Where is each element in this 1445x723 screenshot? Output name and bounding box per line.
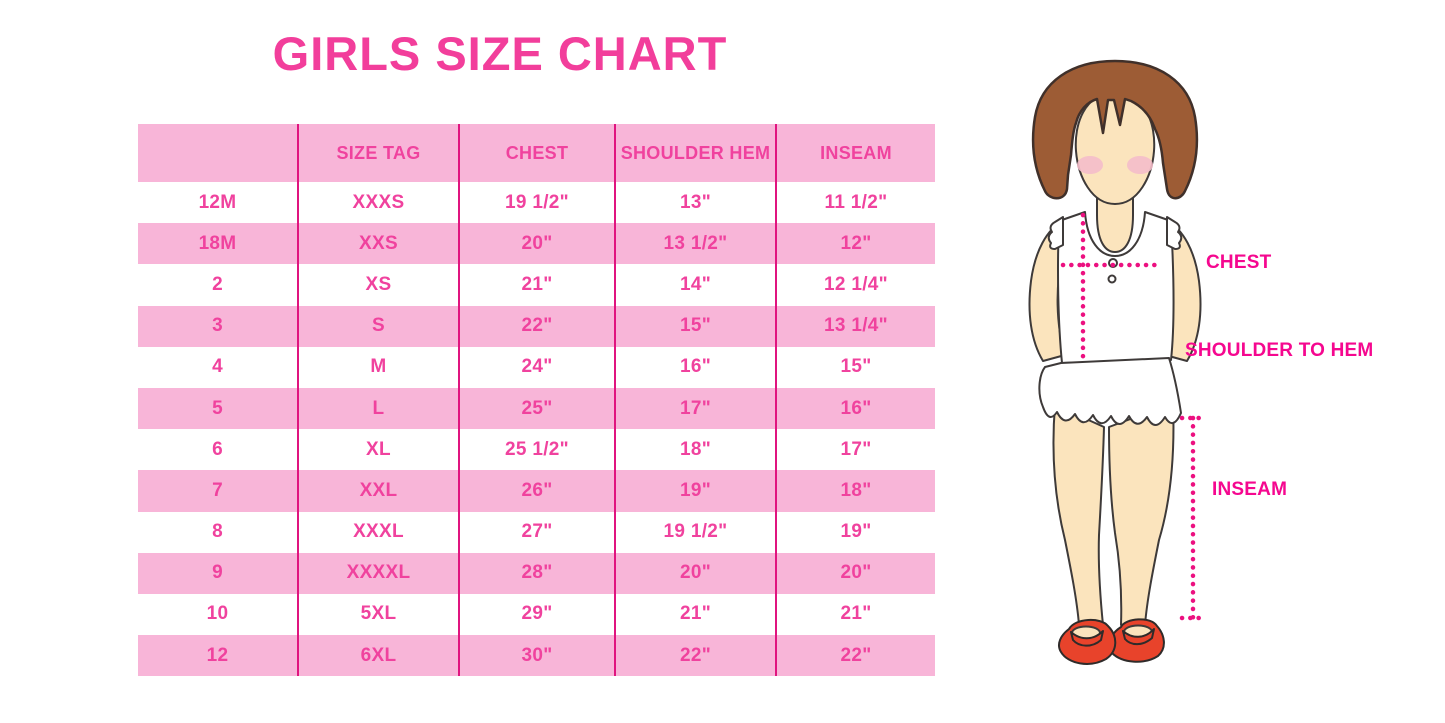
table-cell: 2 xyxy=(138,264,297,306)
table-cell: 22" xyxy=(775,635,935,677)
table-cell: 13 1/2" xyxy=(614,223,775,265)
table-cell: XXS xyxy=(297,223,458,265)
table-cell: 22" xyxy=(614,635,775,677)
face xyxy=(1074,92,1156,205)
header-cell: INSEAM xyxy=(775,124,935,182)
table-cell: 25 1/2" xyxy=(458,429,614,471)
header-cell: SHOULDER HEM xyxy=(614,124,775,182)
table-cell: XXL xyxy=(297,470,458,512)
table-cell: XXXS xyxy=(297,182,458,224)
left-shoe-strap xyxy=(1070,630,1104,647)
right-leg xyxy=(1108,402,1175,626)
table-cell: 14" xyxy=(614,264,775,306)
table-cell: 28" xyxy=(458,552,614,594)
table-cell: 15" xyxy=(614,305,775,347)
table-cell: 8 xyxy=(138,511,297,553)
table-cell: XL xyxy=(297,429,458,471)
table-cell: 7 xyxy=(138,470,297,512)
table-cell: 9 xyxy=(138,552,297,594)
table-cell: 22" xyxy=(458,305,614,347)
table-cell: 20" xyxy=(775,552,935,594)
table-cell: 27" xyxy=(458,511,614,553)
girl-illustration xyxy=(1028,59,1207,665)
table-cell: 18" xyxy=(614,429,775,471)
table-cell: 5XL xyxy=(297,593,458,636)
table-cell: 6XL xyxy=(297,635,458,677)
table-cell: 12 1/4" xyxy=(775,264,935,306)
table-cell: 16" xyxy=(614,346,775,388)
table-cell: 20" xyxy=(614,552,775,594)
table-cell: 21" xyxy=(614,593,775,636)
table-cell: 13" xyxy=(614,182,775,224)
table-cell: 10 xyxy=(138,593,297,636)
skirt xyxy=(1038,357,1182,426)
table-cell: 16" xyxy=(775,387,935,430)
table-cell: 18M xyxy=(138,223,297,265)
table-cell: L xyxy=(297,387,458,430)
table-cell: 6 xyxy=(138,429,297,471)
table-cell: 26" xyxy=(458,470,614,512)
table-cell: XXXL xyxy=(297,511,458,553)
table-cell: 19" xyxy=(775,511,935,553)
table-cell: 12" xyxy=(775,223,935,265)
chest-label: CHEST xyxy=(1206,252,1272,273)
table-cell: 17" xyxy=(614,387,775,430)
table-cell: 13 1/4" xyxy=(775,305,935,347)
right-shoe-strap xyxy=(1122,628,1155,646)
shoulder-to-hem-label: SHOULDER TO HEM xyxy=(1185,340,1374,361)
table-cell: 12 xyxy=(138,635,297,677)
table-cell: 11 1/2" xyxy=(775,182,935,224)
table-cell: 12M xyxy=(138,182,297,224)
table-cell: 15" xyxy=(775,346,935,388)
right-ruffle xyxy=(1166,216,1183,250)
table-cell: 21" xyxy=(775,593,935,636)
header-cell: CHEST xyxy=(458,124,614,182)
table-cell: 25" xyxy=(458,387,614,430)
left-ruffle xyxy=(1047,216,1064,250)
table-cell: 30" xyxy=(458,635,614,677)
header-cell xyxy=(138,124,297,182)
table-cell: 17" xyxy=(775,429,935,471)
table-cell: 3 xyxy=(138,305,297,347)
top-garment xyxy=(1057,211,1175,364)
table-cell: 4 xyxy=(138,346,297,388)
table-cell: XXXXL xyxy=(297,552,458,594)
size-table: SIZE TAG CHEST SHOULDER HEM INSEAM 12M XXXS 19… xyxy=(138,124,935,677)
hair xyxy=(1031,59,1199,200)
left-leg xyxy=(1052,404,1105,626)
table-cell: 29" xyxy=(458,593,614,636)
table-cell: XS xyxy=(297,264,458,306)
table-cell: S xyxy=(297,305,458,347)
header-cell: SIZE TAG xyxy=(297,124,458,182)
table-cell: 19 1/2" xyxy=(614,511,775,553)
table-cell: 24" xyxy=(458,346,614,388)
table-cell: 21" xyxy=(458,264,614,306)
table-cell: 20" xyxy=(458,223,614,265)
page-title: GIRLS SIZE CHART xyxy=(272,27,728,80)
inseam-label: INSEAM xyxy=(1212,479,1288,500)
table-cell: 19 1/2" xyxy=(458,182,614,224)
table-cell: 18" xyxy=(775,470,935,512)
table-cell: 5 xyxy=(138,387,297,430)
bottom-button xyxy=(1107,274,1117,284)
right-blush xyxy=(1127,156,1153,174)
left-blush xyxy=(1077,156,1103,174)
table-cell: 19" xyxy=(614,470,775,512)
table-cell: M xyxy=(297,346,458,388)
